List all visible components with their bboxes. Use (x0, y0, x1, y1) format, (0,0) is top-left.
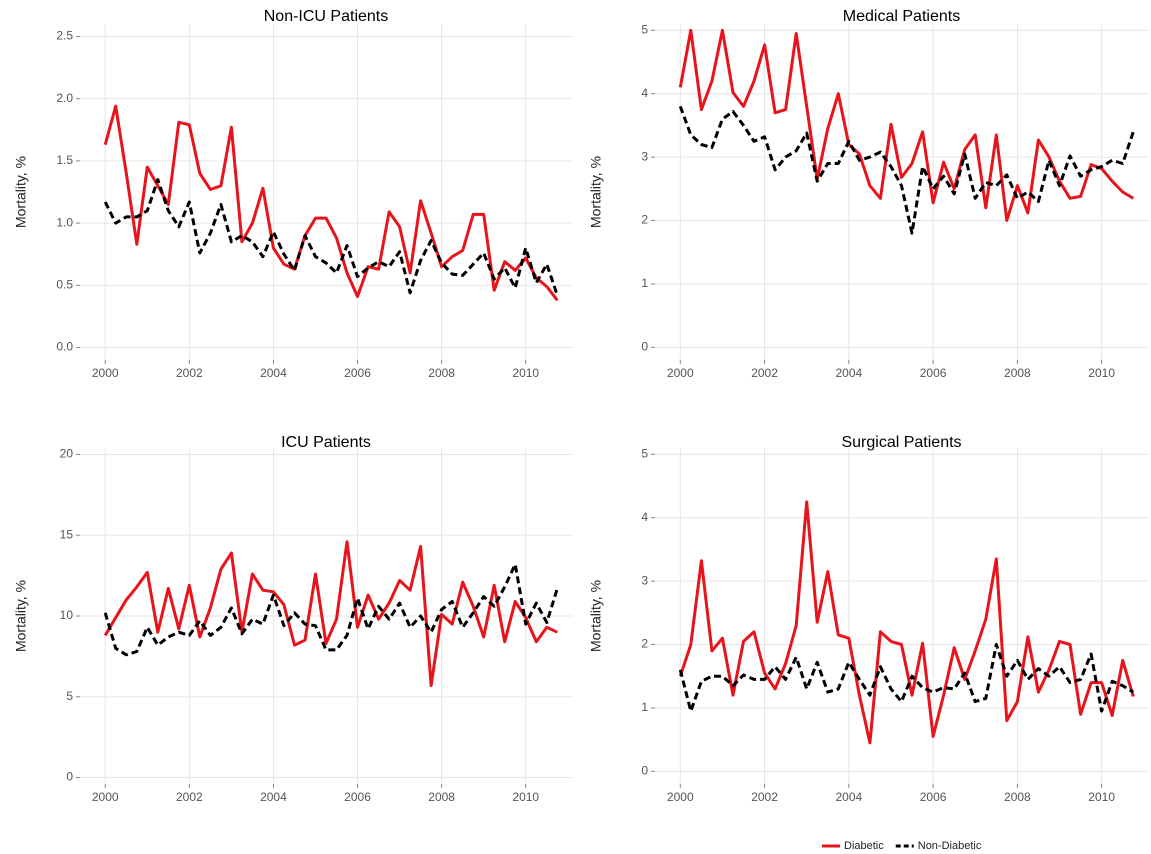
x-tick-label: 2008 (1004, 790, 1031, 804)
y-tick-label: 0 (641, 763, 648, 777)
series-line (678, 105, 1135, 235)
y-tick-label: 20 (60, 447, 74, 461)
y-tick-label: 2.0 (56, 91, 73, 105)
y-axis-label: Mortality, % (588, 580, 604, 652)
y-tick-label: 10 (60, 608, 74, 622)
y-tick-label: 0.5 (56, 278, 73, 292)
legend: Diabetic Non-Diabetic (822, 840, 982, 852)
y-tick-label: 2 (641, 213, 648, 227)
y-tick-label: 1.0 (56, 215, 73, 229)
panel: ICU Patients Mortality, % 0 5 10 15 20 2000 2002… (13, 434, 572, 804)
panel: Surgical Patients Mortality, % 0 1 2 3 4 5 2000 2… (588, 434, 1148, 804)
x-tick-label: 2000 (667, 366, 694, 380)
series-line (678, 643, 1135, 713)
x-tick-label: 2002 (751, 366, 778, 380)
x-tick-label: 2004 (835, 790, 862, 804)
x-tick-label: 2002 (176, 366, 203, 380)
x-tick-label: 2010 (512, 366, 539, 380)
series-line (103, 540, 558, 687)
x-tick-label: 2008 (428, 366, 455, 380)
x-tick-label: 2008 (1004, 366, 1031, 380)
panel: Non-ICU Patients Mortality, % 0.0 0.5 1.0 1.5… (13, 8, 572, 380)
y-tick-label: 0.0 (56, 340, 73, 354)
x-tick-label: 2006 (344, 790, 371, 804)
panel-title: ICU Patients (281, 434, 371, 451)
y-axis-label: Mortality, % (13, 580, 29, 652)
x-tick-label: 2006 (920, 366, 947, 380)
panel-title: Non-ICU Patients (264, 8, 389, 25)
series-line (103, 104, 559, 302)
x-tick-label: 2002 (176, 790, 203, 804)
y-tick-label: 5 (641, 23, 648, 37)
series-line (103, 562, 559, 657)
y-tick-label: 5 (66, 689, 73, 703)
x-tick-label: 2010 (1088, 366, 1115, 380)
panel-title: Surgical Patients (841, 434, 961, 451)
y-tick-label: 15 (60, 527, 74, 541)
x-tick-label: 2010 (512, 790, 539, 804)
x-tick-label: 2000 (667, 790, 694, 804)
y-axis-label: Mortality, % (13, 156, 29, 228)
y-tick-label: 4 (641, 86, 648, 100)
x-tick-label: 2000 (92, 366, 119, 380)
panel: Medical Patients Mortality, % 0 1 2 3 4 5 2000 20… (588, 8, 1148, 380)
y-tick-label: 2 (641, 637, 648, 651)
y-tick-label: 3 (641, 149, 648, 163)
y-tick-label: 1 (641, 276, 648, 290)
legend-label: Non-Diabetic (918, 840, 982, 852)
y-tick-label: 2.5 (56, 29, 73, 43)
legend-label: Diabetic (844, 840, 884, 852)
x-tick-label: 2006 (344, 366, 371, 380)
series-line (678, 28, 1135, 222)
panel-title: Medical Patients (843, 8, 960, 25)
x-tick-label: 2008 (428, 790, 455, 804)
series-line (103, 178, 559, 296)
y-axis-label: Mortality, % (588, 156, 604, 228)
y-tick-label: 0 (66, 770, 73, 784)
y-tick-label: 4 (641, 510, 648, 524)
y-tick-label: 0 (641, 339, 648, 353)
x-tick-label: 2004 (260, 790, 287, 804)
x-tick-label: 2002 (751, 790, 778, 804)
x-tick-label: 2000 (92, 790, 119, 804)
y-tick-label: 3 (641, 573, 648, 587)
x-tick-label: 2004 (260, 366, 287, 380)
x-tick-label: 2004 (835, 366, 862, 380)
y-tick-label: 1 (641, 700, 648, 714)
y-tick-label: 5 (641, 447, 648, 461)
series-line (678, 500, 1135, 745)
y-tick-label: 1.5 (56, 153, 73, 167)
x-tick-label: 2006 (920, 790, 947, 804)
x-tick-label: 2010 (1088, 790, 1115, 804)
